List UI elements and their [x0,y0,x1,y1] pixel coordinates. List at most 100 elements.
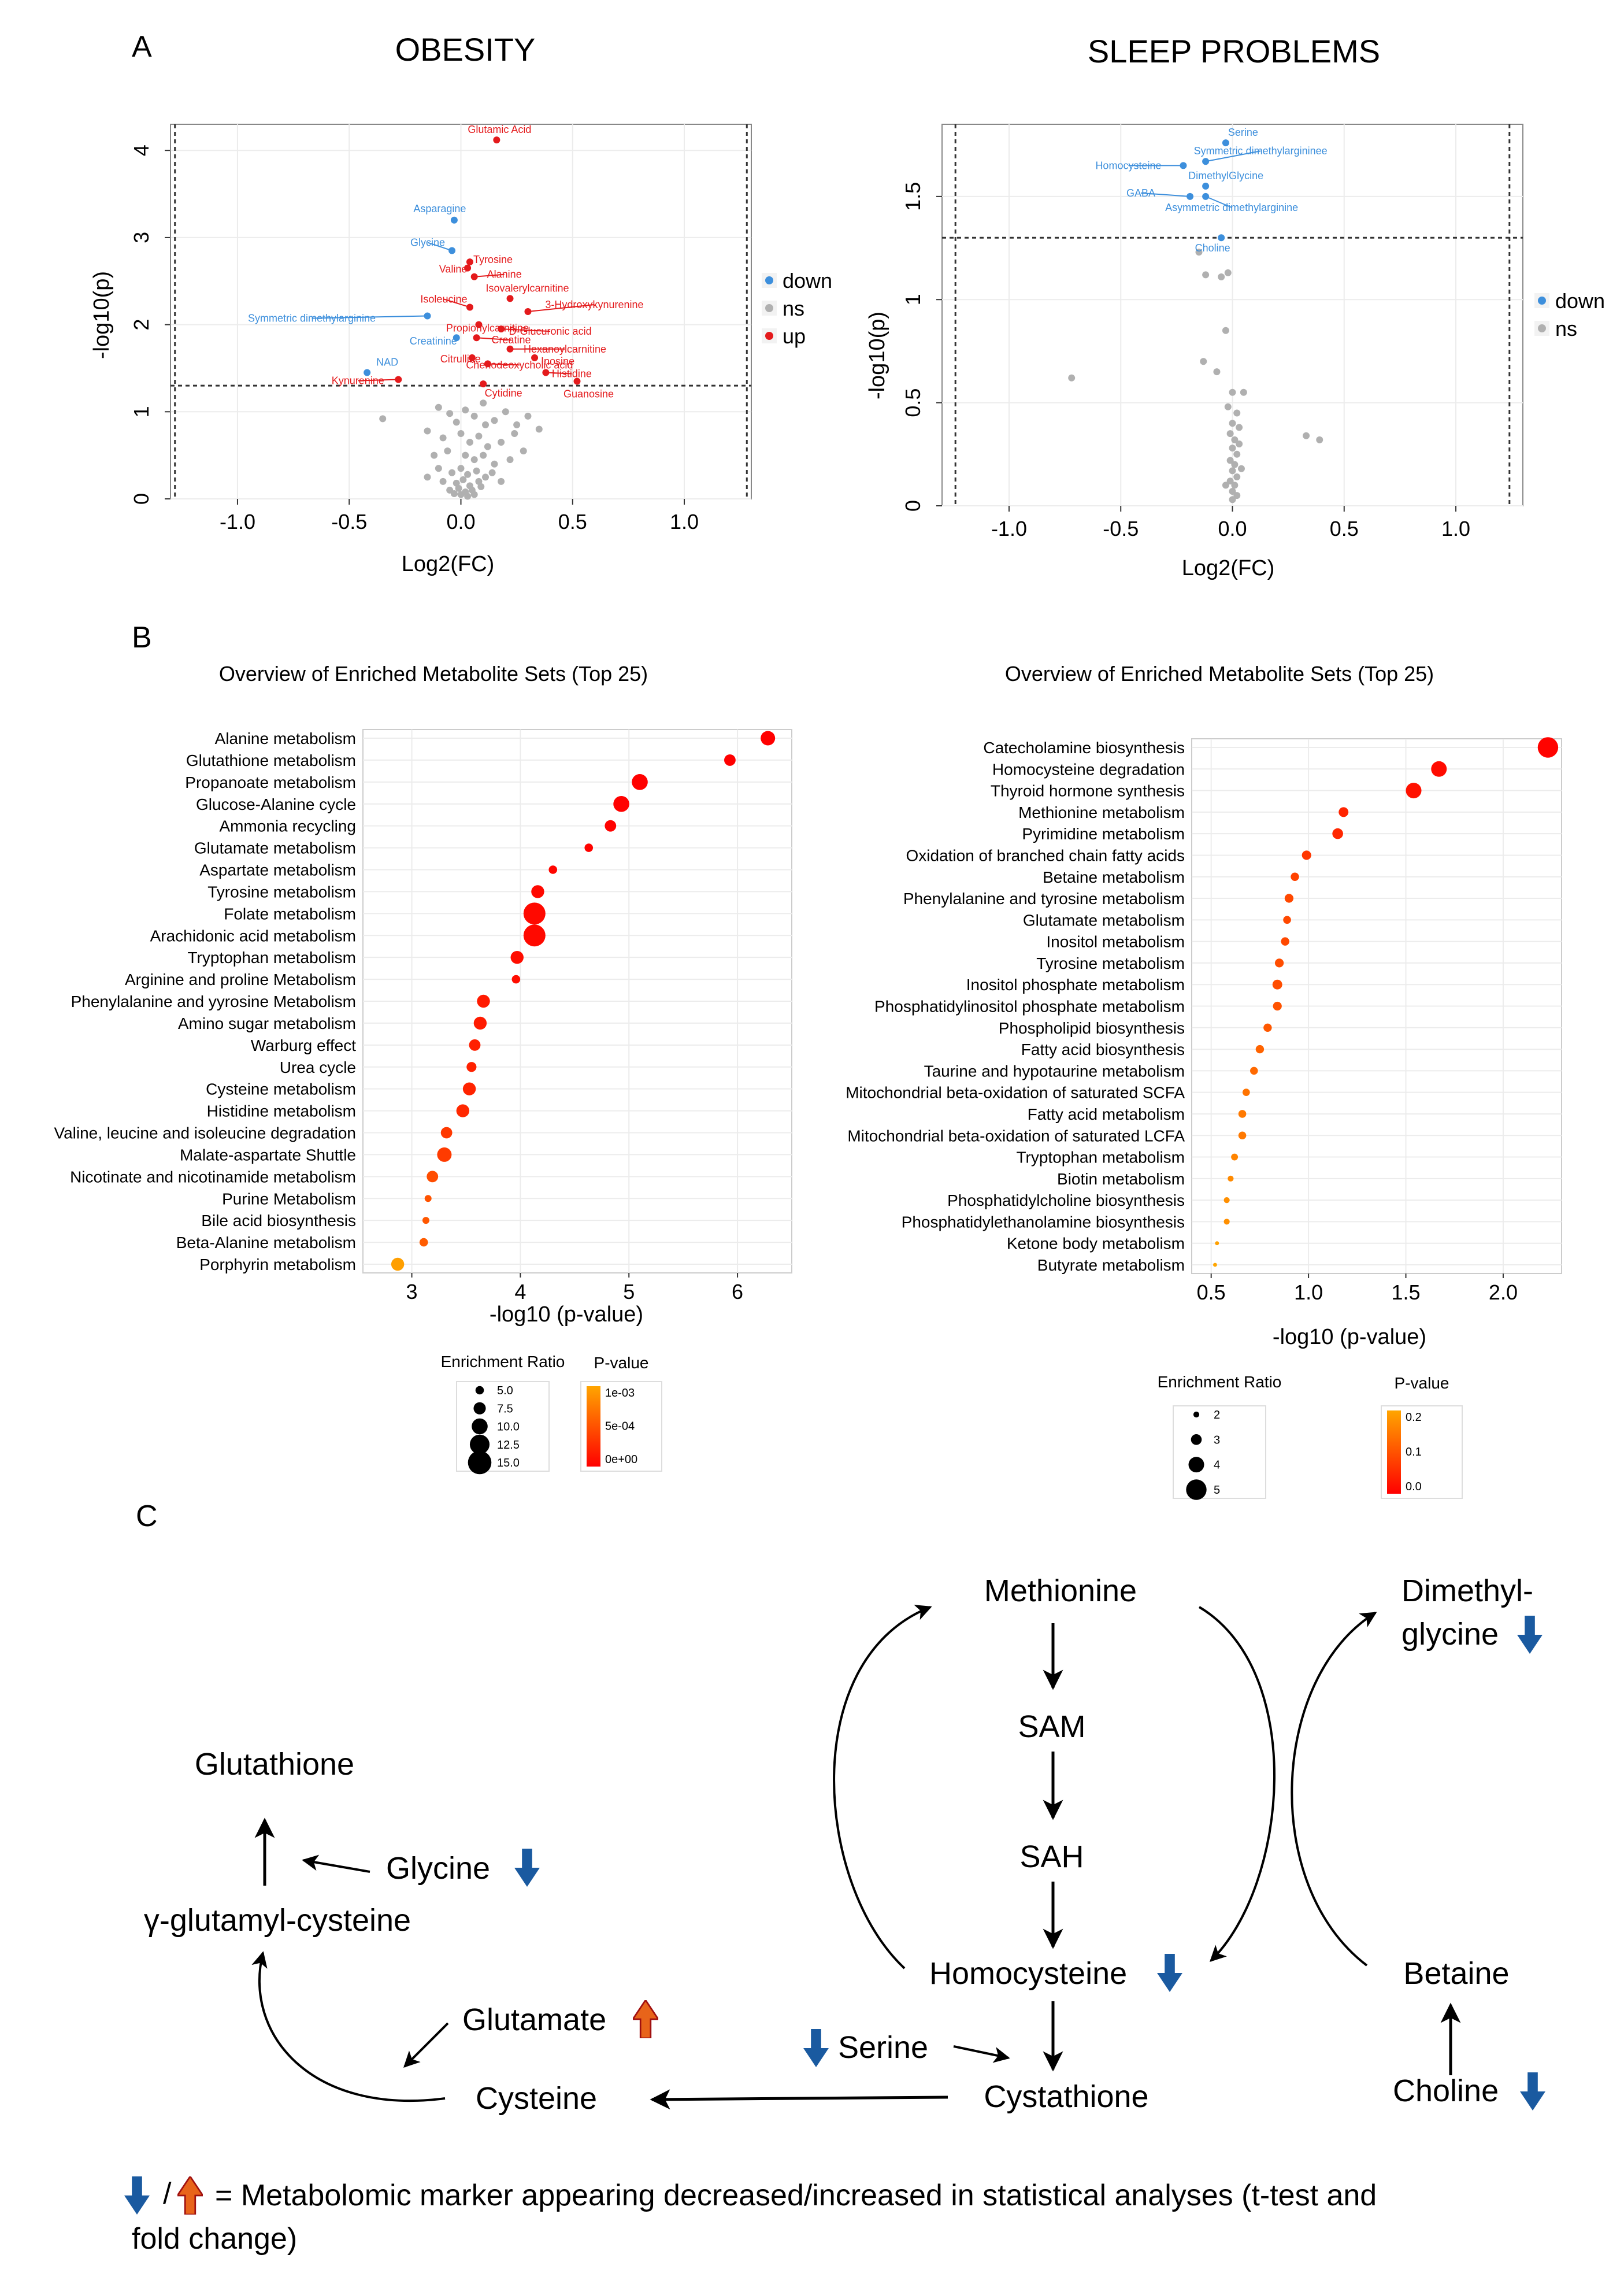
v2-ns-point [1233,473,1241,481]
v2-ns-point [1237,465,1245,472]
e2-point-taurine-and-hypotaurine-metabolism [1250,1067,1258,1075]
v1-label-glycine: Glycine [410,237,445,249]
e1-color-legend-label: 0e+00 [605,1453,637,1466]
legend-separator: / [163,2177,172,2211]
e1-point-propanoate-metabolism [632,774,648,790]
v1-point-cytidine [480,380,487,388]
enrichment-sleep-x-ticks: 0.5 1.0 1.5 2.0 [1197,1273,1518,1304]
v1-ns-point [475,477,483,485]
v1-label-chenodeoxycholic-acid: Chenodeoxycholic acid [466,359,573,371]
v1-label-3-hydroxykynurenine: 3-Hydroxykynurenine [545,299,643,310]
e1-point-bile-acid-biosynthesis [422,1217,429,1224]
e2-category-butyrate-metabolism: Butyrate metabolism [1037,1256,1185,1274]
homocysteine-down-arrow-icon [1157,1954,1182,1992]
e1-point-urea-cycle [466,1062,477,1072]
e1-size-legend-dot [473,1402,486,1415]
e1-size-legend-dot [469,1434,490,1454]
v1-ns-point [444,447,451,455]
v2-ns-point [1229,388,1236,396]
e1-point-amino-sugar-metabolism [473,1016,487,1030]
v2-label-symmetric-dimethylargininee: Symmetric dimethylargininee [1194,145,1328,157]
e1-point-purine-metabolism [424,1195,432,1202]
v1-ytick-label: 1 [129,406,153,417]
volcano-obesity-xlabel: Log2(FC) [402,552,495,576]
v1-ns-point [464,471,472,478]
e1-point-warburg-effect [469,1039,481,1051]
v2-ns-point [1236,424,1243,431]
enrichment-obesity-grid [363,730,792,1273]
v2-ns-point [1231,482,1239,489]
v1-label-valine: Valine [439,264,468,275]
v1-ns-point [511,430,518,437]
v1-ns-point [424,473,431,481]
volcano-obesity-ns-points [379,399,543,500]
e1-point-glucose-alanine-cycle [613,795,629,812]
e2-category-phenylalanine-and-tyrosine-metabolism: Phenylalanine and tyrosine metabolism [903,890,1185,908]
e2-category-tyrosine-metabolism: Tyrosine metabolism [1036,954,1185,972]
v1-ytick-label: 4 [129,145,153,156]
e1-size-legend-label: 5.0 [497,1384,513,1397]
e2-category-mitochondrial-beta-oxidation-of-saturated-scfa: Mitochondrial beta-oxidation of saturate… [846,1084,1185,1102]
v1-legend-label-down: down [783,269,832,293]
v2-ytick-label: 0.5 [901,388,925,417]
e1-size-legend-dot [468,1450,492,1475]
e1-category-warburg-effect: Warburg effect [251,1036,356,1054]
v2-label-asymmetric-dimethylarginine: Asymmetric dimethylarginine [1165,202,1298,213]
e2-size-legend-box [1173,1405,1266,1499]
e2-size-legend-label: 2 [1214,1409,1220,1421]
e1-point-glutamate-metabolism [584,843,594,852]
v1-ns-point [448,469,456,476]
v1-label-alanine: Alanine [487,269,522,280]
v2-legend-label-ns: ns [1555,317,1577,340]
v1-ns-point [424,427,431,435]
v1-ns-point [502,408,509,416]
v2-ns-point [1316,436,1323,443]
v1-legend-dot-up [765,332,773,340]
e2-point-butyrate-metabolism [1213,1262,1217,1267]
e1-xtick-label: 6 [732,1280,743,1304]
e1-point-valine-leucine-and-isoleucine-degradation [440,1127,453,1139]
v1-point-creatinine [453,334,460,342]
dimethylglycine-down-arrow-icon [1517,1616,1543,1654]
v1-leader-creatine [476,337,511,341]
e1-point-folate-metabolism [523,902,546,925]
v1-point-valine [464,264,472,272]
v2-ns-point [1229,445,1236,452]
e1-size-legend-label: 12.5 [497,1439,520,1452]
node-dimethylglycine-line1: Dimethyl- [1401,1573,1533,1608]
e1-category-valine-leucine-and-isoleucine-degradation: Valine, leucine and isoleucine degradati… [54,1124,356,1142]
e2-xtick-label: 1.5 [1392,1280,1421,1304]
e1-color-legend-title: P-value [594,1354,649,1372]
v1-leader-isoleucine [443,298,470,308]
v1-ns-point [482,473,490,481]
v1-ns-point [435,403,442,411]
v1-label-histidine: Histidine [552,368,592,379]
e2-point-phospholipid-biosynthesis [1263,1023,1272,1032]
e1-category-cysteine-metabolism: Cysteine metabolism [206,1080,356,1098]
e1-category-malate-aspartate-shuttle: Malate-aspartate Shuttle [180,1146,356,1164]
e1-point-porphyrin-metabolism [391,1257,405,1271]
v1-ns-point [488,469,496,476]
e2-category-fatty-acid-biosynthesis: Fatty acid biosynthesis [1021,1041,1185,1058]
e1-xtick-label: 4 [514,1280,526,1304]
v1-ns-point [520,447,527,455]
e2-point-phosphatidylcholine-biosynthesis [1223,1197,1230,1204]
v2-xtick-label: -0.5 [1103,517,1139,540]
v2-ns-point [1222,327,1229,334]
enrichment-sleep-legend: Enrichment Ratio 2 3 4 5 P-value 0.2 0.1 0.0 [1158,1373,1463,1500]
enrichment-sleep-xlabel: -log10 (p-value) [1273,1325,1426,1349]
v1-ns-point [470,456,478,464]
v1-label-citrulline: Citrulline [440,353,481,365]
v1-ns-point [457,491,465,498]
e2-size-legend-dot [1191,1434,1202,1445]
volcano-sleep-ns-points [1068,249,1323,503]
volcano-obesity-title: OBESITY [395,31,536,68]
v1-ns-point [473,467,480,475]
v2-legend-dot-down [1538,297,1546,305]
e2-category-inositol-metabolism: Inositol metabolism [1046,933,1185,951]
node-homocysteine: Homocysteine [929,1956,1127,1991]
e1-category-arginine-and-proline-metabolism: Arginine and proline Metabolism [125,971,356,988]
v1-ytick-label: 0 [129,493,153,505]
v2-xtick-label: -1.0 [991,517,1027,540]
